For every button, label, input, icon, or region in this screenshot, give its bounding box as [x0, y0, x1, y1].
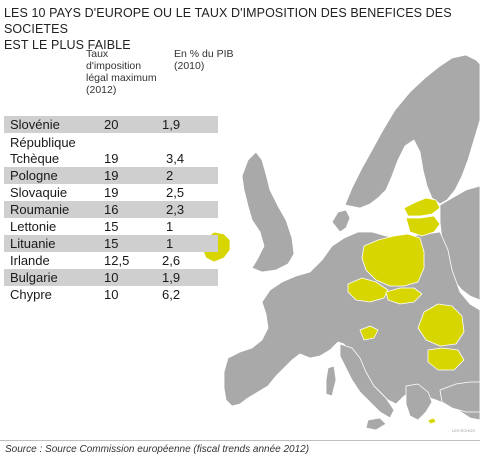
corsica-sardinia-land: [325, 365, 337, 397]
table-row: Irlande 12,5 2,6: [4, 252, 218, 269]
table-row: Bulgarie 10 1,9: [4, 269, 218, 286]
country-name: Bulgarie: [10, 270, 58, 285]
tax-rate: 15: [104, 236, 119, 251]
italy-land: [339, 343, 395, 419]
table-row: Lettonie 15 1: [4, 218, 218, 235]
country-name: Tchèque: [10, 151, 60, 166]
czech-shape: [347, 277, 389, 303]
source-note: Source : Source Commission européenne (f…: [5, 444, 310, 455]
tax-rate: 10: [104, 287, 119, 302]
publisher-signature: LES ÉCHOS: [452, 428, 475, 433]
denmark-land: [331, 209, 351, 233]
great-britain-land: [241, 151, 295, 273]
pib-share: 3,4: [166, 151, 185, 166]
slovenia-shape: [359, 325, 379, 341]
pib-column-header: En % du PIB (2010): [174, 48, 234, 72]
pib-share: 6,2: [162, 287, 181, 302]
pib-share: 1,9: [162, 270, 181, 285]
cyprus-shape: [427, 417, 437, 425]
tax-rate: 19: [104, 151, 119, 166]
title-line-2: EST LE PLUS FAIBLE: [4, 38, 131, 52]
country-name: Roumanie: [10, 202, 70, 217]
country-name: Pologne: [10, 168, 58, 183]
pib-share: 1: [166, 219, 174, 234]
poland-shape: [361, 233, 425, 287]
scandinavia-land: [344, 54, 480, 209]
footer-divider: [0, 440, 480, 441]
bulgaria-shape: [427, 347, 465, 371]
table-row: Lituanie 15 1: [4, 235, 218, 252]
country-name: Irlande: [10, 253, 50, 268]
tax-rate: 20: [104, 117, 119, 132]
tax-rate: 19: [104, 185, 119, 200]
title-line-1: LES 10 PAYS D'EUROPE OU LE TAUX D'IMPOSI…: [4, 6, 452, 36]
country-name: Lettonie: [10, 219, 57, 234]
pib-share: 2: [166, 168, 174, 183]
tax-rate: 12,5: [104, 253, 130, 268]
country-name: Slovaquie: [10, 185, 68, 200]
slovakia-shape: [385, 287, 423, 305]
table-row: Slovaquie 19 2,5: [4, 184, 218, 201]
tax-rate: 15: [104, 219, 119, 234]
table-row: Pologne 19 2: [4, 167, 218, 184]
tax-rate: 10: [104, 270, 119, 285]
pib-share: 2,5: [166, 185, 185, 200]
turkey-land: [439, 381, 480, 413]
country-name: Slovénie: [10, 117, 60, 132]
pib-share: 1,9: [162, 117, 181, 132]
country-name: Chypre: [10, 287, 52, 302]
tax-rate: 16: [104, 202, 119, 217]
country-name: Lituanie: [10, 236, 56, 251]
table-row: Chypre 10 6,2: [4, 286, 218, 303]
tax-rate: 19: [104, 168, 119, 183]
romania-shape: [417, 303, 465, 347]
map-title: LES 10 PAYS D'EUROPE OU LE TAUX D'IMPOSI…: [4, 5, 476, 53]
latvia-shape: [403, 197, 441, 217]
lithuania-shape: [405, 215, 441, 237]
rate-column-header: Taux d'imposition légal maximum (2012): [86, 48, 157, 96]
country-name-prefix: République: [10, 135, 76, 150]
pib-share: 2,3: [166, 202, 185, 217]
table-row: Tchèque 19 3,4: [4, 150, 218, 167]
table-row: Slovénie 20 1,9: [4, 116, 218, 133]
greece-land: [405, 383, 433, 421]
table-row: Roumanie 16 2,3: [4, 201, 218, 218]
sicily-land: [365, 417, 387, 431]
pib-share: 2,6: [162, 253, 181, 268]
pib-share: 1: [166, 236, 174, 251]
